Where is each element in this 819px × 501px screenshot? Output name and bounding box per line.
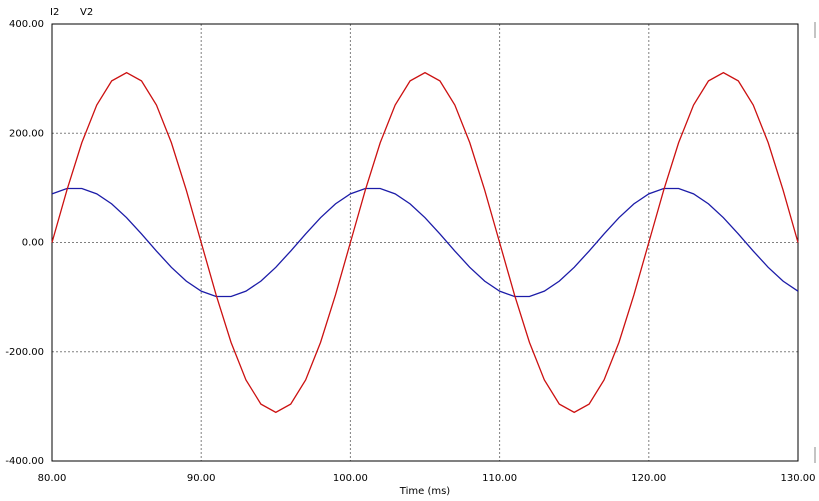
legend-entry: I2 [50,7,59,18]
y-tick-label: -400.00 [5,456,44,467]
series-line [51,187,799,298]
x-tick-label: 120.00 [631,473,666,484]
x-tick-label: 90.00 [187,473,216,484]
legend-entry: V2 [80,7,93,18]
y-tick-label: 200.00 [9,128,44,139]
y-tick-label: 0.00 [22,238,44,249]
y-tick-label: -200.00 [5,347,44,358]
series-line [51,71,799,414]
x-tick-label: 100.00 [333,473,368,484]
x-tick-label: 130.00 [781,473,816,484]
x-tick-label: 80.00 [38,473,67,484]
y-tick-label: 400.00 [9,19,44,30]
x-axis-label: Time (ms) [399,486,451,497]
x-tick-label: 110.00 [482,473,517,484]
